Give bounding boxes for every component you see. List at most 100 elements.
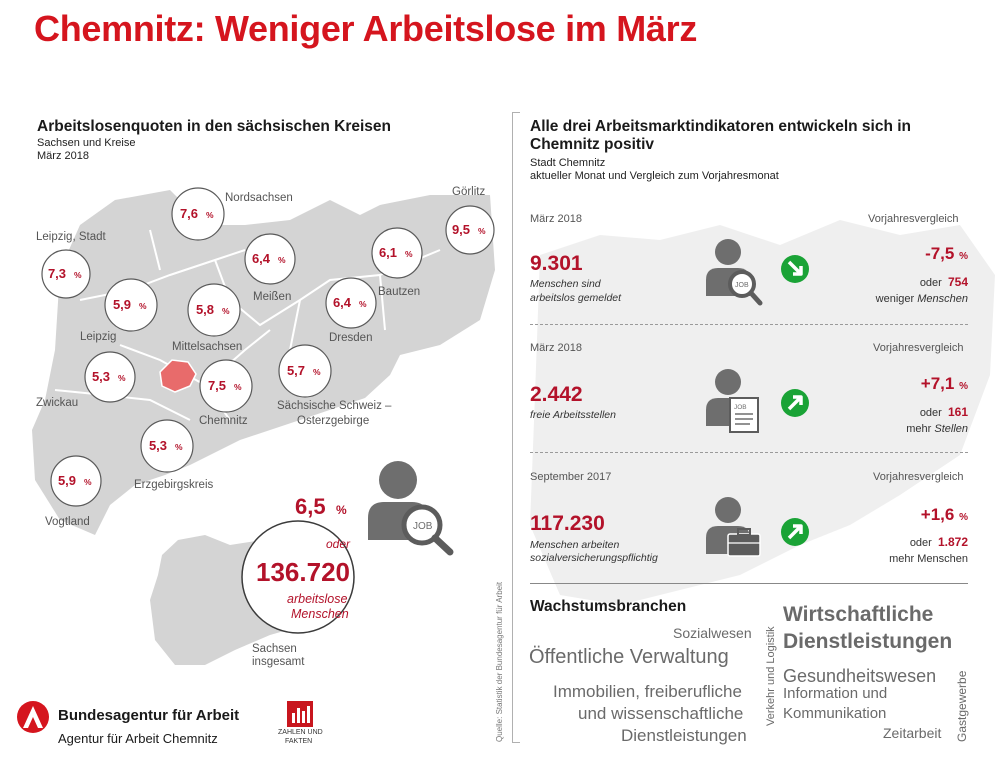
- region-bubbles: 7,6 %9,5 %7,3 %6,4% 6,1 %5,9% 5,8 %6,4 %5,3% 7,5%…: [41, 187, 495, 507]
- svg-text:JOB: JOB: [735, 282, 749, 289]
- bubble-value: 6,1: [379, 245, 397, 260]
- zahlen-label2: FAKTEN: [285, 738, 313, 745]
- indicator-3-abs: oder 1.872: [909, 535, 968, 549]
- bubble-circle: [199, 359, 253, 413]
- bubble-value: 5,3: [149, 438, 167, 453]
- label-meissen: Meißen: [253, 291, 291, 303]
- indicator-2-desc1: freie Arbeitsstellen: [530, 409, 616, 421]
- indicator-3-cmp-head: Vorjahresvergleich: [873, 471, 964, 483]
- total-region-line1: Sachsen: [252, 643, 297, 655]
- region-bubble: 7,5%: [199, 359, 253, 413]
- growth-information-2: Kommunikation: [783, 705, 887, 722]
- indicator-1-delta: -7,5 %: [925, 244, 968, 263]
- indicator-2-cmp-head: Vorjahresvergleich: [873, 342, 964, 354]
- bubble-circle: [371, 227, 423, 279]
- bubble-circle: [140, 419, 194, 473]
- label-leipzig-stadt: Leipzig, Stadt: [36, 231, 106, 243]
- region-bubble: 7,6%: [171, 187, 225, 241]
- indicator-1-desc1: Menschen sind: [530, 278, 601, 290]
- person-briefcase-icon: [706, 497, 761, 557]
- bubble-value: 7,5: [208, 378, 226, 393]
- footer-agency: Agentur für Arbeit Chemnitz: [58, 731, 218, 746]
- indicator-3-period: September 2017: [530, 471, 612, 483]
- indicator-1-cmp-desc: weniger Menschen: [875, 293, 968, 305]
- total-line2: Menschen: [291, 607, 349, 621]
- footer-org: Bundesagentur für Arbeit: [58, 707, 240, 724]
- arrow-down-right-icon: [781, 255, 809, 283]
- label-leipzig: Leipzig: [80, 331, 116, 343]
- zahlen-fakten-icon: [287, 701, 313, 727]
- growth-immobilien-3: Dienstleistungen: [621, 726, 747, 745]
- indicator-3-cmp-desc: mehr Menschen: [889, 553, 968, 565]
- indicator-2-cmp-desc: mehr Stellen: [906, 423, 968, 435]
- bubble-circle: [325, 277, 377, 329]
- growth-verkehr: Verkehr und Logistik: [765, 626, 777, 726]
- growth-gesundheit: Gesundheitswesen: [783, 666, 937, 686]
- bubble-circle: [50, 455, 102, 507]
- bubble-pct: %: [359, 299, 367, 309]
- svg-text:JOB: JOB: [734, 404, 747, 411]
- growth-zeitarbeit: Zeitarbeit: [883, 725, 942, 741]
- bubble-pct: %: [139, 301, 147, 311]
- indicator-3-desc1: Menschen arbeiten: [530, 539, 620, 551]
- chemnitz-highlight: [159, 359, 197, 393]
- left-date: März 2018: [37, 150, 89, 162]
- svg-text:JOB: JOB: [413, 521, 433, 532]
- label-zwickau: Zwickau: [36, 397, 78, 409]
- bubble-pct: %: [175, 442, 183, 452]
- bubble-pct: %: [278, 255, 286, 265]
- region-bubble: 5,3%: [140, 419, 194, 473]
- indicator-2-delta: +7,1 %: [920, 374, 968, 393]
- region-bubble: 5,7%: [278, 344, 332, 398]
- growth-verwaltung: Öffentliche Verwaltung: [529, 646, 729, 668]
- total-rate: 6,5 %: [295, 494, 347, 519]
- indicator-1-cmp-head: Vorjahresvergleich: [868, 213, 959, 225]
- label-osterzgebirge: Osterzgebirge: [297, 415, 369, 427]
- label-vogtland: Vogtland: [45, 516, 90, 528]
- bubble-pct: %: [234, 382, 242, 392]
- divider-1: [530, 324, 968, 325]
- bubble-circle: [445, 205, 495, 255]
- bubble-circle: [244, 233, 296, 285]
- bubble-circle: [278, 344, 332, 398]
- label-goerlitz: Görlitz: [452, 186, 485, 198]
- right-subtitle-2: aktueller Monat und Vergleich zum Vorjah…: [530, 170, 779, 182]
- label-chemnitz: Chemnitz: [199, 415, 248, 427]
- bubble-value: 5,3: [92, 369, 110, 384]
- arrow-up-right-icon: [781, 389, 809, 417]
- indicator-1-abs: oder 754: [919, 275, 968, 289]
- indicator-1-period: März 2018: [530, 213, 582, 225]
- indicator-3-desc2: sozialversicherungspflichtig: [530, 552, 658, 564]
- source-note: Quelle: Statistik der Bundesagentur für …: [495, 581, 504, 742]
- bubble-value: 5,7: [287, 363, 305, 378]
- bubble-pct: %: [118, 373, 126, 383]
- total-line1: arbeitslose: [287, 592, 348, 606]
- left-subtitle: Sachsen und Kreise: [37, 137, 136, 149]
- indicator-1-value: 9.301: [530, 252, 583, 275]
- bubble-value: 6,4: [252, 251, 271, 266]
- divider-2: [530, 452, 968, 453]
- growth-gastgewerbe: Gastgewerbe: [955, 670, 969, 742]
- indicator-1-desc2: arbeitslos gemeldet: [530, 292, 622, 304]
- indicator-3-delta: +1,6 %: [920, 505, 968, 524]
- total-count: 136.720: [256, 557, 350, 587]
- bubble-pct: %: [84, 477, 92, 487]
- total-region-line2: insgesamt: [252, 656, 305, 668]
- zahlen-label1: ZAHLEN UND: [278, 729, 323, 736]
- region-bubble: 5,9%: [104, 278, 158, 332]
- region-bubble: 6,4%: [244, 233, 296, 285]
- person-job-icon-1: JOB: [706, 239, 763, 306]
- ba-logo-icon: [17, 701, 49, 733]
- bubble-value: 5,9: [113, 297, 131, 312]
- person-document-icon: JOB: [706, 369, 759, 433]
- growth-immobilien-1: Immobilien, freiberufliche: [553, 682, 742, 701]
- indicator-2-abs: oder 161: [919, 405, 968, 419]
- label-saechsische-schweiz: Sächsische Schweiz –: [277, 400, 392, 412]
- label-dresden: Dresden: [329, 332, 372, 344]
- bubble-pct: %: [478, 226, 486, 236]
- bubble-value: 5,8: [196, 302, 214, 317]
- indicator-2-period: März 2018: [530, 342, 582, 354]
- total-circle: [241, 520, 355, 634]
- label-erzgebirgskreis: Erzgebirgskreis: [134, 479, 213, 491]
- right-subtitle: Stadt Chemnitz: [530, 157, 606, 169]
